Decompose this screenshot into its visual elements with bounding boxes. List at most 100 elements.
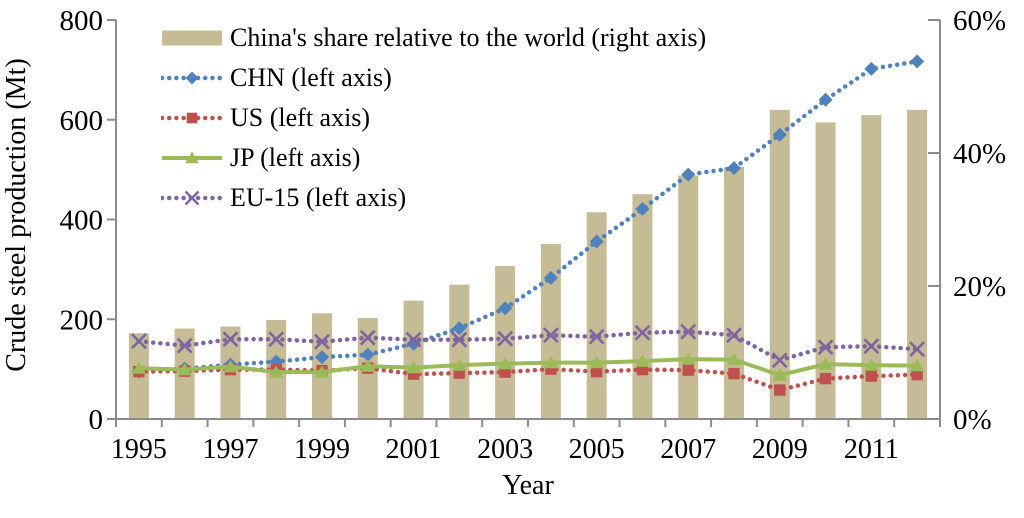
right-axis-tick-label: 20% [953,271,1006,303]
x-marker-icon [771,352,788,369]
square-marker-icon [186,112,198,124]
line-series-3 [130,323,926,369]
triangle-marker-icon [772,368,788,381]
x-marker-icon [314,333,330,350]
bar-2009 [769,109,790,420]
diamond-marker-icon [635,202,650,217]
diamond-marker-icon [185,71,199,85]
legend-eu15-marker-icon [161,190,223,206]
x-axis-year-label: 1995 [111,434,167,465]
legend: China's share relative to the world (rig… [161,18,706,218]
bar-2012 [907,109,928,420]
left-axis-tick-label: 0 [89,404,104,436]
x-marker-icon [222,331,239,348]
square-marker-icon [774,384,786,396]
legend-item-jp: JP (left axis) [161,138,706,178]
right-axis-tick-label: 40% [953,138,1006,170]
x-marker-icon [588,328,605,345]
triangle-marker-icon [543,355,559,369]
square-marker-icon [728,367,740,380]
diamond-marker-icon [727,161,741,176]
triangle-marker-icon [314,365,330,378]
diamond-marker-icon [543,270,558,285]
legend-jp-marker-icon [162,151,222,164]
series-line [136,329,920,363]
triangle-marker-icon [726,352,742,366]
legend-label-eu15: EU-15 (left axis) [230,183,407,212]
left-axis-tick-label: 800 [60,5,104,37]
x-axis-year-label: 1997 [202,434,258,465]
square-marker-icon [819,372,832,385]
square-marker-icon [682,364,694,376]
line-series-2 [131,352,925,381]
series-line [138,357,918,378]
legend-item-us: US (left axis) [161,98,706,138]
x-axis-year-label: 2007 [660,434,716,465]
triangle-marker-icon [452,358,467,371]
diamond-marker-icon [589,234,604,249]
diamond-marker-icon [360,347,375,362]
x-axis-year-label: 1999 [294,434,350,465]
square-marker-icon [545,363,557,375]
triangle-marker-icon [268,365,284,378]
legend-item-chn: CHN (left axis) [161,58,706,98]
legend-label-chn: CHN (left axis) [230,63,392,92]
x-marker-icon [130,333,147,350]
triangle-marker-icon [864,358,879,371]
x-axis-title: Year [502,470,554,501]
x-marker-icon [817,339,834,356]
x-axis-year-label: 2001 [386,434,442,465]
triangle-marker-icon [909,358,925,372]
diamond-marker-icon [818,92,833,107]
x-marker-icon [909,341,926,358]
diamond-marker-icon [315,350,329,365]
diamond-marker-icon [452,321,467,336]
triangle-marker-icon [497,356,513,370]
triangle-marker-icon [223,359,238,373]
diamond-marker-icon [864,61,879,76]
right-axis-tick-label: 60% [953,5,1006,37]
x-axis-year-label: 2005 [569,434,625,465]
bar-2004 [540,244,561,419]
legend-item-eu15: EU-15 (left axis) [161,178,706,218]
x-marker-icon [268,331,285,348]
left-axis-tick-label: 400 [60,205,104,237]
triangle-marker-icon [406,360,421,374]
bar-2002 [449,284,470,419]
triangle-marker-icon [360,359,376,372]
square-marker-icon [499,366,511,378]
legend-us-marker-icon [161,112,223,124]
x-axis-year-label: 2009 [752,434,808,465]
triangle-marker-icon [131,361,147,374]
x-marker-icon [184,190,200,206]
bar-swatch [162,30,222,46]
bar-2011 [861,115,882,419]
left-axis-tick-label: 200 [60,304,104,336]
legend-label-jp: JP (left axis) [230,143,361,172]
bar-2003 [495,266,516,419]
x-axis-year-label: 2003 [477,434,533,465]
series-line [136,59,920,374]
bar-2008 [724,166,744,419]
diamond-marker-icon [910,54,925,69]
x-marker-icon [405,331,422,348]
square-marker-icon [636,363,649,376]
axes: 0 200 400 600 800 0% 20% 40% 60% 1995 1997 1999 2001… [60,5,1007,465]
bar-2010 [815,122,836,419]
left-axis-tick-label: 600 [60,105,104,137]
square-marker-icon [590,365,603,378]
x-marker-icon [634,324,651,341]
triangle-marker-icon [680,352,696,365]
right-axis-tick-label: 0% [953,404,992,436]
diamond-marker-icon [498,301,513,316]
legend-label-china-share: China's share relative to the world (rig… [230,23,707,52]
triangle-marker-icon [818,357,833,370]
x-axis-year-label: 2011 [844,434,899,465]
legend-bar-swatch-icon [162,30,222,46]
square-marker-icon [911,368,923,381]
legend-item-china-share: China's share relative to the world (rig… [161,18,706,58]
square-marker-icon [865,370,878,382]
triangle-marker-icon [589,355,604,369]
